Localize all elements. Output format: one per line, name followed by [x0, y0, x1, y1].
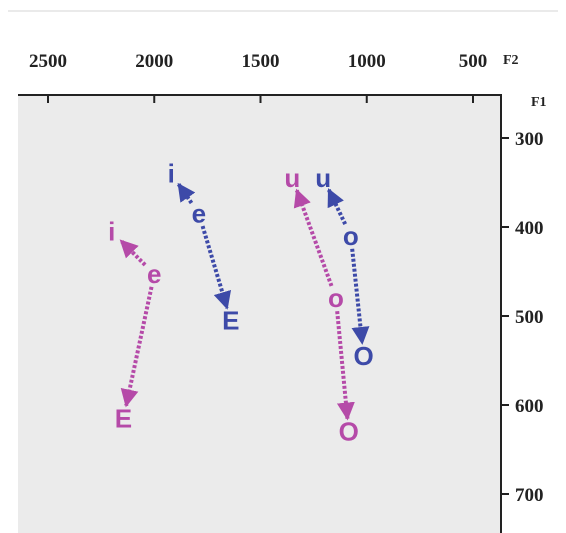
vowel-label-u: u: [284, 163, 300, 193]
x-tick-label: 1000: [348, 51, 386, 72]
y-axis-label: F1: [531, 95, 547, 110]
trajectory-arrow: [335, 310, 355, 421]
vowel-label-o: o: [328, 283, 344, 313]
y-tick-label: 700: [515, 485, 544, 506]
x-axis-ticks: 2500 2000 1500 1000 500: [29, 51, 487, 103]
vowel-label-O: O: [339, 417, 359, 447]
vowel-label-e: e: [147, 259, 161, 289]
vowel-label-i: i: [108, 216, 115, 246]
x-tick-label: 1500: [242, 51, 280, 72]
y-axis-ticks: 300 400 500 600 700: [501, 129, 544, 506]
vowel-label-E: E: [115, 403, 132, 433]
x-tick-label: 500: [459, 51, 488, 72]
y-tick-label: 600: [515, 396, 544, 417]
vowel-label-O: O: [353, 341, 373, 371]
trajectory-arrow: [350, 248, 370, 345]
trajectory-arrow: [176, 182, 196, 205]
y-tick-label: 400: [515, 218, 544, 239]
vowel-label-u: u: [315, 163, 331, 193]
vowel-label-i: i: [168, 159, 175, 189]
y-tick-label: 500: [515, 307, 544, 328]
x-axis-label: F2: [503, 53, 519, 68]
y-tick-label: 300: [515, 129, 544, 150]
x-tick-label: 2000: [135, 51, 173, 72]
trajectory-arrow: [119, 239, 147, 267]
vowel-label-o: o: [343, 221, 359, 251]
trajectory-arrow: [293, 188, 334, 287]
trajectory-arrow: [200, 225, 232, 310]
trajectory-arrow: [326, 188, 348, 226]
x-tick-label: 2500: [29, 51, 67, 72]
vowel-label-e: e: [192, 199, 206, 229]
trajectory-arrow: [120, 286, 154, 408]
plot-area: [18, 95, 501, 533]
vowel-label-E: E: [222, 305, 239, 335]
